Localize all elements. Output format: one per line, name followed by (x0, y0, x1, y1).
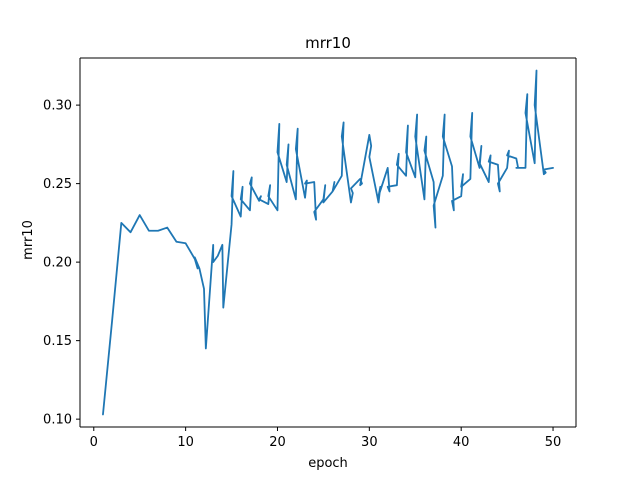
plot-background (80, 58, 576, 427)
y-tick-label: 0.20 (43, 256, 72, 271)
y-tick-label: 0.10 (43, 413, 72, 428)
y-tick-label: 0.25 (43, 177, 72, 192)
chart-title: mrr10 (305, 34, 351, 52)
y-axis-title: mrr10 (21, 220, 36, 260)
series-layer (102, 69, 554, 416)
series-line-0 (102, 69, 554, 416)
x-tick-label: 50 (545, 435, 562, 450)
x-tick-label: 40 (453, 435, 470, 450)
x-tick-label: 0 (90, 435, 98, 450)
x-axis-title: epoch (308, 456, 348, 471)
y-tick-label: 0.30 (43, 99, 72, 114)
y-tick-label: 0.15 (43, 334, 72, 349)
x-tick-label: 10 (177, 435, 194, 450)
x-tick-label: 30 (361, 435, 378, 450)
ticks: 0 10 20 30 40 50 0.10 0.15 0.20 0.25 0.30 (43, 99, 561, 450)
plot-area (80, 58, 576, 427)
axes-frame (79, 57, 577, 428)
x-tick-label: 20 (269, 435, 286, 450)
